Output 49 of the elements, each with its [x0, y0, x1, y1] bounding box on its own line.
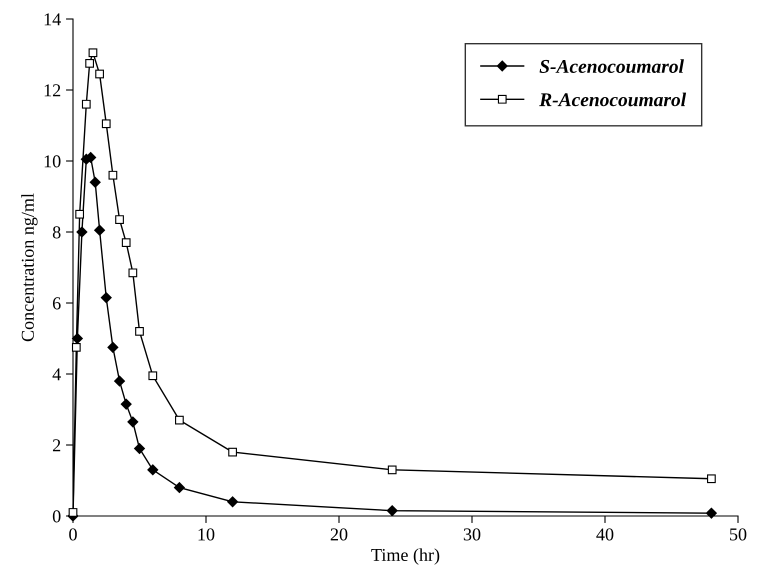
point [147, 464, 158, 476]
point [127, 416, 138, 428]
y-tick-label: 10 [44, 155, 61, 168]
y-tick-label: 2 [52, 439, 60, 452]
point [95, 70, 104, 78]
point [175, 416, 184, 425]
y-tick-label: 4 [52, 368, 61, 380]
x-tick-label: 0 [69, 528, 77, 541]
point [134, 443, 145, 454]
x-tick-label: 10 [198, 528, 214, 541]
point [85, 59, 94, 68]
point [120, 398, 132, 410]
point [90, 176, 101, 188]
point [388, 465, 397, 474]
point [227, 496, 238, 508]
y-tick-label: 12 [44, 84, 60, 96]
x-tick-label: 20 [330, 528, 348, 541]
y-axis-title: Concentration ng/ml [21, 193, 38, 342]
point [108, 170, 118, 180]
y-tick-label: 8 [52, 226, 61, 238]
x-tick-label: 30 [464, 528, 480, 541]
point [174, 482, 185, 494]
point [68, 508, 78, 517]
x-tick-label: 40 [596, 528, 614, 541]
point [82, 100, 91, 109]
y-tick-label: 6 [52, 297, 61, 310]
point [386, 505, 398, 516]
point [72, 343, 81, 352]
point [135, 327, 144, 336]
x-tick-label: 50 [730, 528, 746, 541]
y-tick-label: 14 [44, 13, 61, 26]
point [102, 119, 111, 128]
point [706, 508, 717, 519]
point [114, 376, 126, 387]
point [128, 268, 138, 278]
point [107, 342, 118, 353]
legend-label: R-Acenocoumarol [539, 92, 686, 106]
point [122, 238, 131, 248]
point [148, 371, 158, 380]
point [75, 210, 84, 219]
legend-label: S-Acenocoumarol [540, 59, 684, 74]
point [94, 224, 106, 236]
point [88, 48, 98, 58]
point [707, 474, 716, 484]
y-tick-label: 0 [52, 510, 61, 522]
point [115, 215, 124, 224]
point [228, 448, 237, 456]
x-axis-title: Time (hr) [371, 548, 440, 565]
point [100, 292, 112, 304]
